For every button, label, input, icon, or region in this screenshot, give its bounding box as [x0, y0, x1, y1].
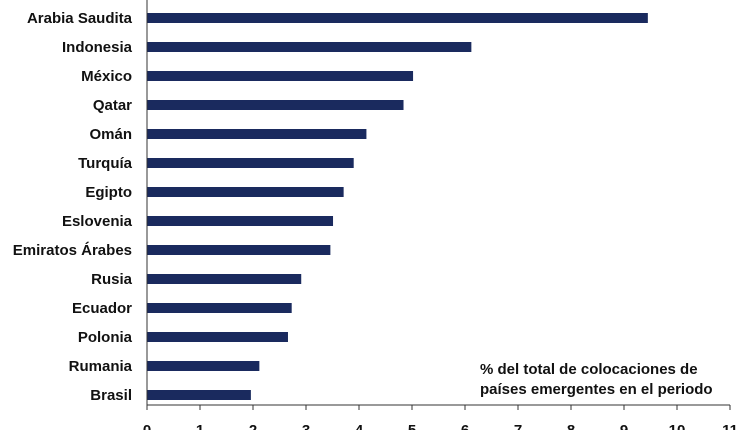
bar: [147, 129, 367, 139]
category-label: Omán: [89, 126, 132, 143]
bar: [147, 390, 251, 400]
chart-annotation: % del total de colocaciones de países em…: [480, 360, 742, 400]
tick-label: 5: [408, 422, 416, 430]
tick-label: 8: [567, 422, 575, 430]
category-label: Rusia: [91, 271, 133, 288]
category-labels: Arabia Saudita Indonesia México Qatar Omán Tu…: [13, 10, 133, 404]
category-label: Egipto: [85, 184, 132, 201]
bar: [147, 158, 354, 168]
bar: [147, 361, 260, 371]
tick-label: 11: [722, 422, 738, 430]
tick-label: 10: [669, 422, 686, 430]
category-label: Ecuador: [72, 300, 132, 317]
category-label: Eslovenia: [62, 213, 133, 230]
tick-label: 9: [620, 422, 628, 430]
category-label: Qatar: [93, 97, 132, 114]
bar: [147, 71, 414, 81]
tick-label: 0: [143, 422, 151, 430]
tick-label: 7: [514, 422, 522, 430]
annotation-line-1: % del total de colocaciones de: [480, 361, 698, 378]
tick-label: 4: [355, 422, 364, 430]
bar: [147, 100, 404, 110]
category-label: Brasil: [90, 387, 132, 404]
bar: [147, 216, 334, 226]
category-label: Emiratos Árabes: [13, 242, 132, 259]
category-label: Polonia: [78, 329, 133, 346]
annotation-line-2: países emergentes en el periodo: [480, 381, 713, 398]
tick-label: 1: [196, 422, 204, 430]
bar: [147, 13, 648, 23]
category-label: Arabia Saudita: [27, 10, 133, 27]
tick-label: 3: [302, 422, 310, 430]
tick-label: 6: [461, 422, 469, 430]
bar: [147, 187, 344, 197]
bar: [147, 303, 292, 313]
category-label: Indonesia: [62, 39, 133, 56]
bar: [147, 245, 331, 255]
bar: [147, 274, 302, 284]
bars: [147, 13, 648, 400]
bar: [147, 42, 472, 52]
bar: [147, 332, 288, 342]
x-axis-ticks: 0 1 2 3 4 5 6 7 8 9 10 11: [143, 405, 738, 430]
category-label: Rumania: [69, 358, 133, 375]
category-label: Turquía: [78, 155, 133, 172]
category-label: México: [81, 68, 132, 85]
tick-label: 2: [249, 422, 257, 430]
